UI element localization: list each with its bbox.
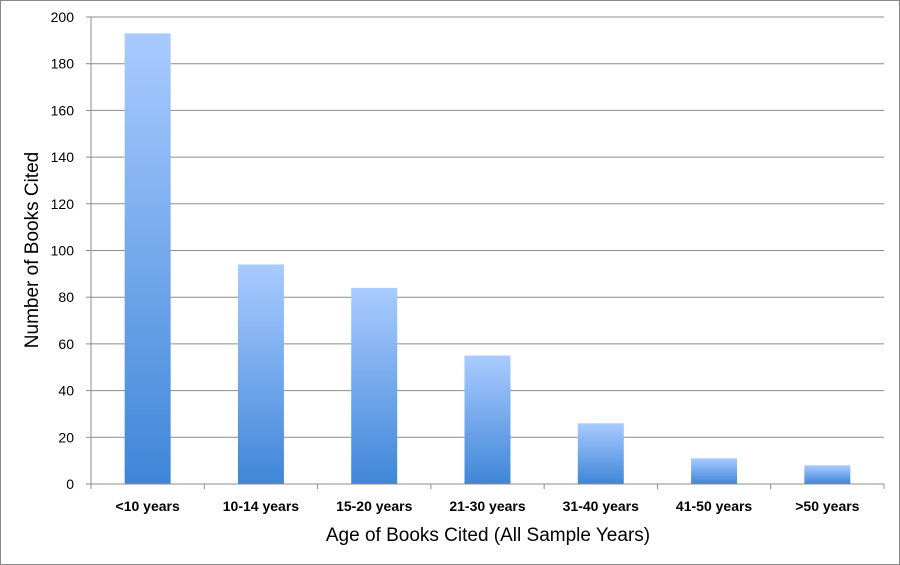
axes bbox=[86, 16, 885, 489]
y-tick-label: 0 bbox=[66, 476, 74, 492]
x-tick-label: <10 years bbox=[116, 498, 180, 514]
bar bbox=[464, 355, 511, 484]
y-tick-label: 200 bbox=[51, 9, 75, 25]
x-tick-label: 21-30 years bbox=[449, 498, 526, 514]
x-tick-label: 10-14 years bbox=[223, 498, 300, 514]
x-tick-label: 31-40 years bbox=[563, 498, 640, 514]
gridlines bbox=[91, 16, 884, 438]
y-tick-label: 40 bbox=[58, 383, 74, 399]
tick-labels: 0 20 40 60 80 100 120 140 160 180 200 <10 years 10-1… bbox=[51, 9, 860, 514]
y-tick-label: 140 bbox=[51, 149, 75, 165]
bar bbox=[237, 264, 284, 484]
x-tick-label: >50 years bbox=[795, 498, 859, 514]
x-axis-title: Age of Books Cited (All Sample Years) bbox=[326, 525, 650, 546]
x-tick-label: 41-50 years bbox=[676, 498, 753, 514]
y-tick-label: 160 bbox=[51, 102, 75, 118]
bar bbox=[691, 458, 738, 484]
bar bbox=[804, 465, 851, 484]
bars bbox=[124, 33, 851, 484]
y-tick-label: 180 bbox=[51, 56, 75, 72]
x-tick-label: 15-20 years bbox=[336, 498, 413, 514]
y-tick-label: 20 bbox=[58, 429, 74, 445]
bar bbox=[577, 423, 624, 484]
bar bbox=[351, 287, 398, 484]
y-tick-label: 60 bbox=[58, 336, 74, 352]
y-tick-label: 80 bbox=[58, 289, 74, 305]
y-tick-label: 100 bbox=[51, 243, 75, 259]
y-axis-title: Number of Books Cited bbox=[22, 152, 43, 348]
bar bbox=[124, 33, 171, 484]
y-tick-label: 120 bbox=[51, 196, 75, 212]
